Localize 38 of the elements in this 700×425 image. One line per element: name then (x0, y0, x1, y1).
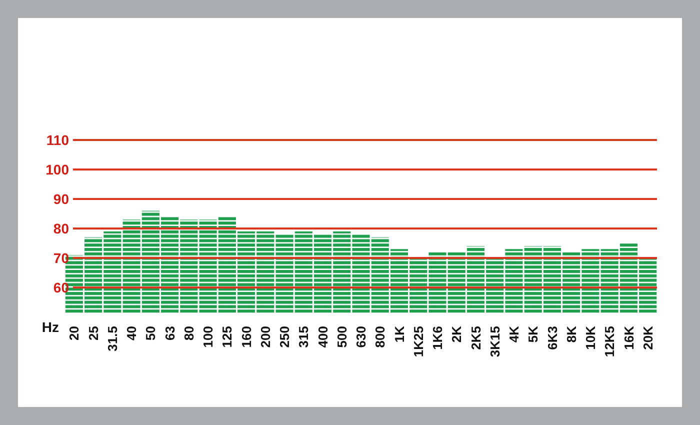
y-tick-label: 80 (53, 220, 70, 236)
x-tick-label: 100 (200, 326, 216, 348)
x-tick-label: 63 (162, 326, 178, 340)
x-tick-label: 80 (181, 326, 196, 340)
x-tick-label: 3K15 (487, 326, 502, 358)
y-tick-label: 90 (53, 190, 70, 207)
x-tick-label: 400 (315, 326, 330, 348)
x-tick-label: 31.5 (104, 326, 120, 352)
y-tick-label: 110 (46, 132, 70, 148)
x-tick-label: 8K (564, 325, 579, 343)
x-tick-label: 315 (296, 326, 312, 348)
x-tick-label: 500 (334, 326, 350, 348)
x-tick-label: 20 (66, 326, 82, 340)
x-tick-label: 16K (621, 325, 636, 350)
x-tick-label: 1K25 (410, 326, 426, 358)
x-tick-label: 20K (640, 325, 656, 350)
x-tick-label: 200 (258, 326, 273, 348)
x-tick-label: 4K (506, 325, 522, 343)
y-tick-label: 100 (46, 161, 70, 178)
x-tick-label: 125 (220, 326, 235, 348)
x-tick-label: 1K (392, 325, 407, 343)
x-tick-label: 250 (277, 326, 292, 348)
x-tick-label: 50 (143, 326, 158, 340)
x-tick-label: 2K (449, 325, 464, 343)
y-tick-label: 60 (53, 279, 70, 296)
y-tick-label: 70 (53, 250, 70, 266)
x-tick-label: 40 (124, 326, 140, 340)
x-tick-label: 5K (526, 325, 541, 343)
x-tick-label: 12K5 (602, 326, 618, 358)
x-tick-label: 6K3 (544, 326, 560, 350)
x-tick-label: 630 (354, 326, 369, 348)
x-tick-label: 160 (238, 326, 254, 348)
x-tick-label: 800 (372, 326, 388, 348)
x-tick-label: 2K5 (468, 326, 484, 350)
x-tick-label: 1K6 (430, 326, 446, 350)
x-axis-title: Hz (42, 319, 59, 335)
x-tick-label: 25 (86, 326, 101, 340)
x-tick-label: 10K (583, 325, 598, 350)
